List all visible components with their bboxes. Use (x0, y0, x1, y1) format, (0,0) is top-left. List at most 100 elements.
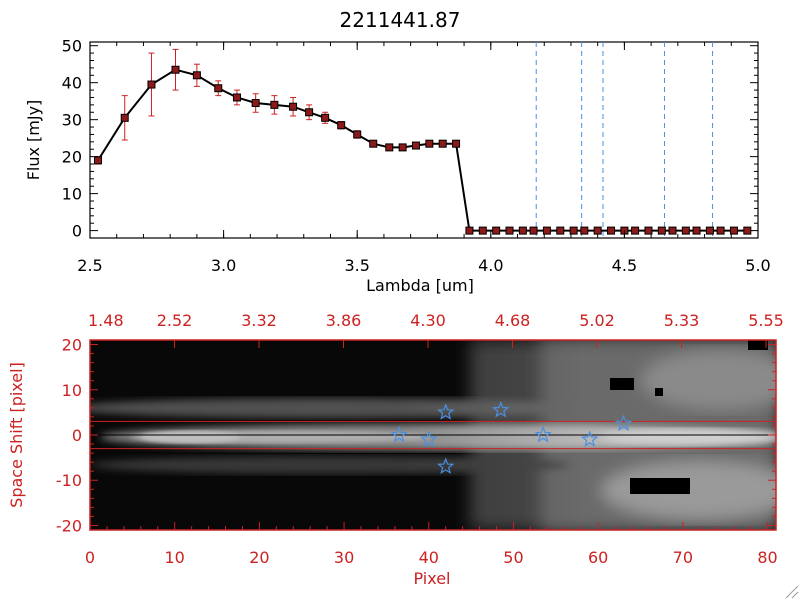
star-marker (614, 414, 633, 432)
wavelength-tick-label: 5.02 (579, 311, 615, 330)
data-point (580, 226, 589, 235)
data-point (518, 226, 527, 235)
data-point (465, 226, 474, 235)
x-tick-label: 10 (165, 548, 185, 567)
bottom-x-ticks: 0 10 20 30 40 50 60 70 80 (85, 522, 778, 567)
y-tick-label: 20 (62, 336, 82, 355)
data-point (94, 156, 103, 165)
data-point (593, 226, 602, 235)
x-tick-label: 0 (85, 548, 95, 567)
data-point (716, 226, 725, 235)
x-tick-label: 20 (249, 548, 269, 567)
bottom-chart: 0 10 20 30 40 50 60 70 80 -20 -10 0 10 20 1.48 2.52 3.… (7, 311, 784, 588)
data-point (505, 226, 514, 235)
data-point (607, 226, 616, 235)
x-tick-label: 2.5 (77, 256, 102, 275)
blue-reference-lines (535, 42, 714, 238)
star-marker (437, 403, 455, 420)
data-point (542, 226, 551, 235)
star-markers (390, 400, 633, 475)
top-plot-frame (89, 41, 759, 239)
x-tick-label: 4.5 (612, 256, 637, 275)
y-tick-label: 20 (62, 148, 82, 167)
star-marker (534, 425, 552, 443)
data-point (657, 226, 666, 235)
data-point (192, 71, 201, 80)
wavelength-tick-label: 2.52 (157, 311, 193, 330)
data-point (492, 226, 501, 235)
data-point (631, 226, 640, 235)
x-tick-label: 3.0 (211, 256, 236, 275)
data-point (556, 226, 565, 235)
data-point (147, 80, 156, 89)
data-point (729, 226, 738, 235)
data-point (289, 102, 298, 111)
bottom-x-axis-label: Pixel (413, 569, 450, 588)
data-point (681, 226, 690, 235)
star-marker (437, 457, 455, 475)
flux-series-line (97, 68, 748, 232)
data-point (692, 226, 701, 235)
wavelength-top-ticks: 1.48 2.52 3.32 3.86 4.30 4.68 5.02 5.33 5.55 (88, 311, 784, 348)
data-point (214, 84, 223, 93)
data-point (425, 139, 434, 148)
data-point (385, 143, 394, 152)
y-tick-label: -10 (56, 471, 82, 490)
data-point (369, 139, 378, 148)
x-tick-label: 60 (588, 548, 608, 567)
data-point (305, 108, 314, 117)
star-marker (492, 400, 510, 418)
y-tick-label: 40 (62, 74, 82, 93)
flux-markers (94, 65, 752, 235)
data-point (569, 226, 578, 235)
data-point (452, 139, 461, 148)
top-x-ticks: 2.5 3.0 3.5 4.0 4.5 5.0 (77, 42, 771, 275)
x-tick-label: 4.0 (478, 256, 503, 275)
data-point (743, 226, 752, 235)
top-y-axis-label: Flux [mJy] (24, 100, 43, 181)
wavelength-tick-label: 1.48 (88, 311, 124, 330)
data-point (232, 93, 241, 102)
bottom-y-ticks: -20 -10 0 10 20 (56, 336, 776, 535)
bottom-y-axis-label: Space Shift [pixel] (7, 362, 26, 508)
data-point (529, 226, 538, 235)
data-point (644, 226, 653, 235)
resize-grip-icon (785, 585, 799, 599)
x-tick-label: 70 (673, 548, 693, 567)
chart-title: 2211441.87 (340, 8, 461, 32)
data-point (251, 99, 260, 108)
y-tick-label: 10 (62, 185, 82, 204)
x-tick-label: 3.5 (344, 256, 369, 275)
data-point (171, 65, 180, 74)
data-point (337, 121, 346, 130)
wavelength-tick-label: 4.30 (410, 311, 446, 330)
y-tick-label: 10 (62, 381, 82, 400)
star-marker (420, 430, 438, 447)
y-tick-label: 30 (62, 111, 82, 130)
y-tick-label: 0 (72, 426, 82, 445)
data-point (270, 100, 279, 109)
x-tick-label: 50 (503, 548, 523, 567)
wavelength-tick-label: 3.86 (326, 311, 362, 330)
wavelength-tick-label: 4.68 (495, 311, 531, 330)
y-tick-label: 0 (72, 222, 82, 241)
data-point (705, 226, 714, 235)
data-point (120, 113, 129, 122)
star-marker (390, 425, 408, 443)
data-point (668, 226, 677, 235)
y-tick-label: -20 (56, 516, 82, 535)
wavelength-tick-label: 5.55 (748, 311, 784, 330)
top-y-ticks: 0 10 20 30 40 50 (62, 37, 758, 241)
data-point (321, 113, 330, 122)
data-point (438, 139, 447, 148)
star-marker (580, 430, 599, 447)
x-tick-label: 40 (419, 548, 439, 567)
wavelength-tick-label: 5.33 (664, 311, 700, 330)
x-tick-label: 80 (757, 548, 777, 567)
y-tick-label: 50 (62, 37, 82, 56)
x-tick-label: 5.0 (745, 256, 770, 275)
top-x-axis-label: Lambda [um] (366, 276, 474, 295)
wavelength-tick-label: 3.32 (241, 311, 277, 330)
data-point (353, 130, 362, 139)
